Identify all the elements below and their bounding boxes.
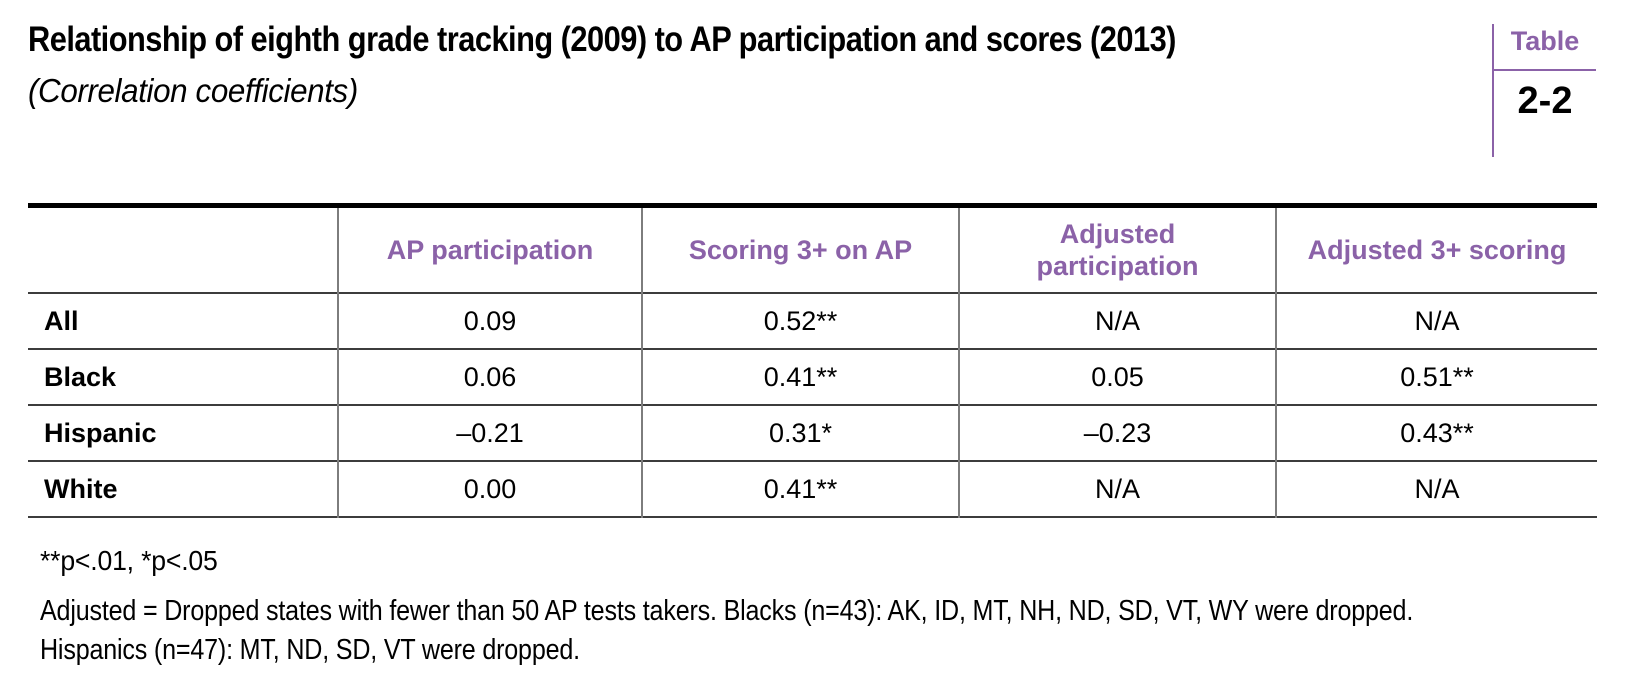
cell-value: 0.09 (337, 293, 642, 349)
column-header-empty (28, 206, 338, 294)
row-label: All (44, 305, 79, 336)
table-badge-number: 2-2 (1517, 80, 1573, 122)
cell-value: 0.05 (958, 349, 1276, 405)
cell-value: 0.41** (641, 461, 959, 517)
table-row-white: White 0.00 0.41** N/A N/A (28, 461, 1597, 517)
column-header-label: Adjusted 3+ scoring (1307, 235, 1567, 265)
figure-subtitle: (Correlation coefficients) (28, 72, 358, 109)
row-label: Hispanic (44, 417, 157, 448)
cell-value: N/A (958, 461, 1276, 517)
column-header-scoring-3plus: Scoring 3+ on AP (641, 205, 959, 293)
cell-value: N/A (1275, 461, 1597, 517)
table-badge-label: Table (1494, 24, 1596, 71)
cell-value: –0.21 (337, 405, 642, 461)
cell-value: 0.51** (1275, 349, 1597, 405)
column-header-label: Adjusted participation (1036, 219, 1199, 281)
table-number-badge: Table 2-2 (1492, 24, 1596, 157)
cell-value: 0.52** (641, 293, 959, 349)
cell-value: –0.23 (958, 405, 1276, 461)
table-header-row: AP participation Scoring 3+ on AP Adjust… (28, 205, 1597, 294)
figure-title: Relationship of eighth grade tracking (2… (28, 20, 1176, 59)
significance-note: **p<.01, *p<.05 (40, 545, 218, 576)
cell-value: 0.41** (641, 349, 959, 405)
column-header-adjusted-3plus-scoring: Adjusted 3+ scoring (1275, 205, 1597, 293)
cell-value: N/A (1275, 293, 1597, 349)
figure-header: Relationship of eighth grade tracking (2… (28, 20, 1332, 110)
table-row-hispanic: Hispanic –0.21 0.31* –0.23 0.43** (28, 405, 1597, 461)
column-header-adjusted-participation: Adjusted participation (958, 205, 1276, 293)
row-label: White (44, 473, 118, 504)
row-label: Black (44, 361, 117, 392)
adjusted-definition-note: Adjusted = Dropped states with fewer tha… (40, 595, 1414, 666)
cell-value: 0.43** (1275, 405, 1597, 461)
table-row-all: All 0.09 0.52** N/A N/A (28, 293, 1597, 349)
column-header-label: AP participation (386, 235, 594, 265)
column-header-label: Scoring 3+ on AP (688, 235, 913, 265)
cell-value: N/A (958, 293, 1276, 349)
table-row-black: Black 0.06 0.41** 0.05 0.51** (28, 349, 1597, 405)
cell-value: 0.31* (641, 405, 959, 461)
correlation-table: AP participation Scoring 3+ on AP Adjust… (28, 203, 1597, 518)
cell-value: 0.06 (337, 349, 642, 405)
cell-value: 0.00 (337, 461, 642, 517)
column-header-ap-participation: AP participation (337, 205, 642, 293)
